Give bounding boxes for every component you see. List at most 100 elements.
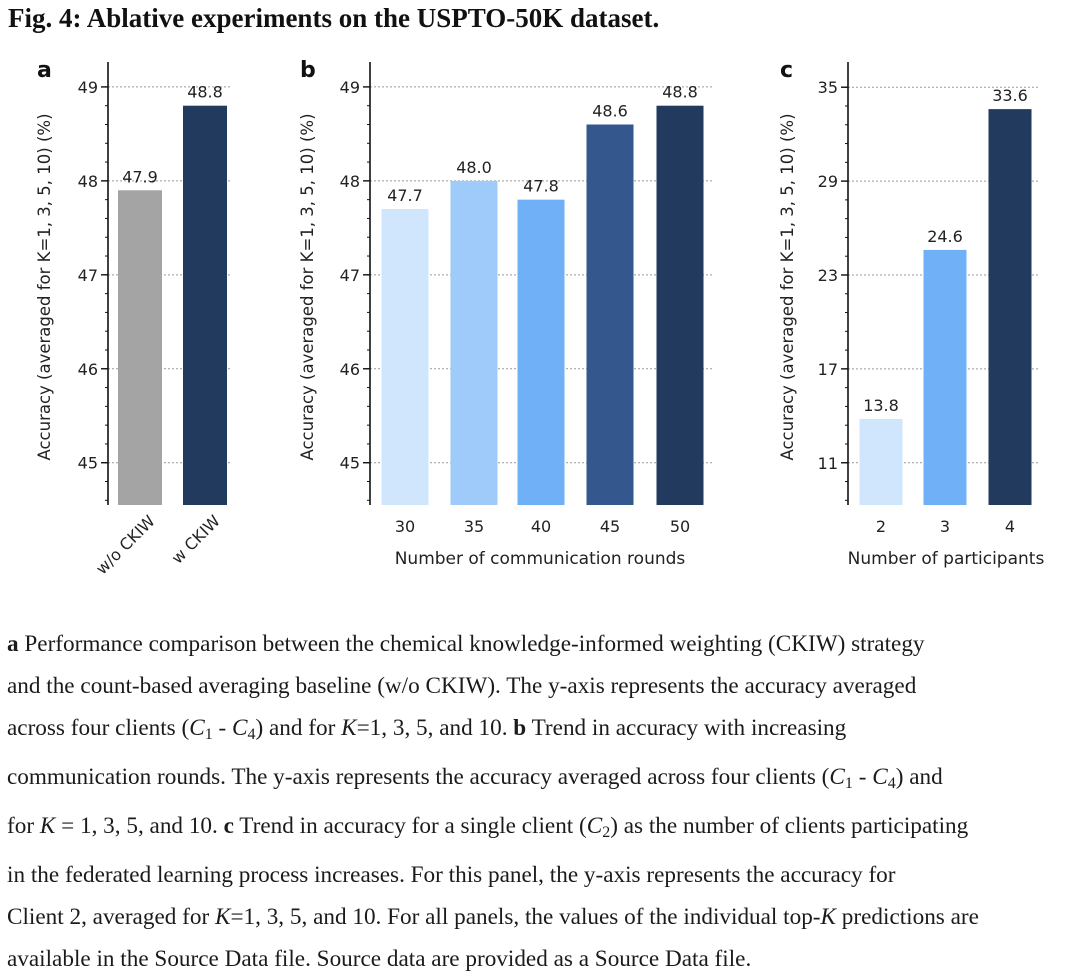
- caption-c-text-4: available in the Source Data file. Sourc…: [7, 946, 752, 972]
- panel-c-x-axis-label: Number of participants: [848, 549, 1045, 569]
- caption-k-var: K: [341, 715, 357, 741]
- caption-c1-var: C: [189, 715, 204, 741]
- panel-a-y-tick-label: 47: [78, 266, 98, 285]
- panel-c-value-label: 24.6: [927, 227, 963, 246]
- panel-b-x-tick-label: 50: [670, 517, 690, 536]
- panel-a: a 47.9 48.8 45 46 47 48 49 w/o CKIW w CKIW Accura…: [35, 58, 230, 578]
- panel-b-plot: 47.7 48.0 47.8 48.6 48.8 45 46 47 48 49 30 35 40 45 50…: [298, 62, 712, 569]
- panel-b-bar: [656, 105, 704, 506]
- panel-b-x-tick-label: 35: [464, 517, 484, 536]
- panel-c-y-axis-label: Accuracy (averaged for K=1, 3, 5, 10) (%…: [778, 113, 797, 460]
- panel-a-bar: [118, 190, 162, 505]
- caption-b-c4-var: C: [872, 764, 887, 790]
- caption-a-text-3-pre: across four clients (: [7, 715, 190, 741]
- panel-a-y-tick-label: 45: [78, 454, 98, 473]
- panel-c-bar: [923, 249, 967, 505]
- caption-c2-var: C: [587, 813, 602, 839]
- panel-a-x-tick-label: w CKIW: [168, 511, 224, 567]
- panel-b: b 47.7 48.0 47.8 48.6 48.8 45 46 47 48 49 30 35 40 45…: [298, 58, 712, 569]
- caption-line-3: across four clients (C1 - C4) and for K=…: [7, 707, 1077, 756]
- caption-b-c4-sub: 4: [887, 775, 896, 792]
- caption-line-7: Client 2, averaged for K=1, 3, 5, and 10…: [7, 896, 1077, 938]
- caption-c4-base: C: [232, 715, 248, 741]
- panel-a-bar: [183, 105, 227, 506]
- caption-a-text-2: and the count-based averaging baseline (…: [7, 673, 917, 699]
- panel-b-value-label: 48.6: [592, 101, 628, 120]
- caption-c-text-3-end: predictions are: [836, 904, 979, 930]
- caption-b-dash: -: [852, 764, 873, 790]
- caption-line-4: communication rounds. The y-axis represe…: [7, 756, 1077, 805]
- panel-b-bar: [517, 199, 565, 506]
- panel-a-x-tick-label: w/o CKIW: [92, 511, 159, 578]
- caption-c-text-3-post: =1, 3, 5, and 10. For all panels, the va…: [230, 904, 821, 930]
- panel-b-x-tick-label: 45: [600, 517, 620, 536]
- caption-c1-sub: 1: [204, 726, 213, 743]
- panel-b-value-label: 47.7: [387, 186, 423, 205]
- panel-b-bar: [381, 209, 429, 505]
- panel-a-plot: 47.9 48.8 45 46 47 48 49 w/o CKIW w CKIW Accuracy…: [35, 62, 230, 578]
- panel-c-value-label: 13.8: [863, 396, 899, 415]
- panel-c-y-tick-label: 29: [818, 172, 838, 191]
- caption-b-text-2-post: ) and: [895, 764, 943, 790]
- panel-b-y-tick-label: 48: [340, 172, 360, 191]
- panel-b-y-tick-label: 49: [340, 78, 360, 97]
- caption-line-1: a Performance comparison between the che…: [7, 623, 1077, 665]
- caption-b-c1-sub: 1: [844, 775, 853, 792]
- panel-b-x-tick-label: 30: [395, 517, 415, 536]
- caption-a-text-3-mid: ) and for: [255, 715, 342, 741]
- panel-c-bar: [988, 109, 1032, 505]
- panel-a-y-tick-label: 46: [78, 360, 98, 379]
- panel-b-bar: [586, 124, 634, 506]
- caption-line-6: in the federated learning process increa…: [7, 854, 1077, 896]
- panel-a-y-axis-label: Accuracy (averaged for K=1, 3, 5, 10) (%…: [35, 113, 54, 460]
- panel-c-letter: c: [780, 58, 793, 83]
- caption-line-5: for K = 1, 3, 5, and 10. c Trend in accu…: [7, 805, 1077, 854]
- caption-c4-var: C: [232, 715, 247, 741]
- caption-b-text-1: Trend in accuracy with increasing: [526, 715, 847, 741]
- caption-b-text-3-post: = 1, 3, 5, and 10.: [55, 813, 218, 839]
- panel-b-y-tick-label: 46: [340, 360, 360, 379]
- caption-c1-base: C: [189, 715, 205, 741]
- caption-c2-base: C: [586, 813, 603, 839]
- caption-c-text-3-pre: Client 2, averaged for: [7, 904, 215, 930]
- panel-c-y-tick-label: 23: [818, 266, 838, 285]
- panel-c-y-tick-label: 17: [818, 360, 838, 379]
- panel-b-bar: [450, 180, 498, 505]
- panel-b-value-label: 47.8: [523, 177, 559, 196]
- caption-c-k-var: K: [214, 904, 231, 930]
- caption-line-2: and the count-based averaging baseline (…: [7, 665, 1077, 707]
- caption-b-k-var: K: [39, 813, 56, 839]
- caption-dash: -: [212, 715, 233, 741]
- caption-b-text-2-pre: communication rounds. The y-axis represe…: [7, 764, 830, 790]
- panel-b-value-label: 48.8: [662, 83, 698, 102]
- caption-a-text-1: Performance comparison between the chemi…: [24, 631, 925, 657]
- panel-b-x-axis-label: Number of communication rounds: [395, 549, 686, 569]
- panel-a-y-tick-label: 48: [78, 172, 98, 191]
- caption-c-label: c: [223, 813, 234, 839]
- panel-b-letter: b: [300, 58, 316, 83]
- panel-c-value-label: 33.6: [992, 86, 1028, 105]
- panel-c-x-tick-label: 3: [940, 517, 950, 536]
- panel-a-value-label: 47.9: [122, 167, 158, 186]
- panel-b-y-axis-label: Accuracy (averaged for K=1, 3, 5, 10) (%…: [298, 113, 317, 460]
- caption-line-8: available in the Source Data file. Sourc…: [7, 938, 1077, 980]
- panel-b-y-tick-label: 45: [340, 454, 360, 473]
- figure-title: Fig. 4: Ablative experiments on the USPT…: [8, 3, 660, 33]
- caption-c-k-var-2: K: [820, 904, 836, 930]
- figure-panels: a 47.9 48.8 45 46 47 48 49 w/o CKIW w CKIW Accura…: [35, 58, 1044, 578]
- panel-a-value-label: 48.8: [187, 83, 223, 102]
- caption-c4-sub: 4: [247, 726, 256, 743]
- caption-b-c1-base: C: [829, 764, 845, 790]
- caption-c-text-1-pre: Trend in accuracy for a single client (: [233, 813, 587, 839]
- figure-caption: a Performance comparison between the che…: [7, 623, 1077, 980]
- panel-b-x-tick-label: 40: [531, 517, 551, 536]
- panel-b-value-label: 48.0: [456, 158, 492, 177]
- panel-c-y-tick-label: 35: [818, 78, 838, 97]
- caption-b-label: b: [513, 715, 527, 741]
- caption-b-c1-var: C: [829, 764, 844, 790]
- panel-c-bar: [859, 418, 903, 505]
- panel-a-y-tick-label: 49: [78, 78, 98, 97]
- panel-c-y-tick-label: 11: [818, 454, 838, 473]
